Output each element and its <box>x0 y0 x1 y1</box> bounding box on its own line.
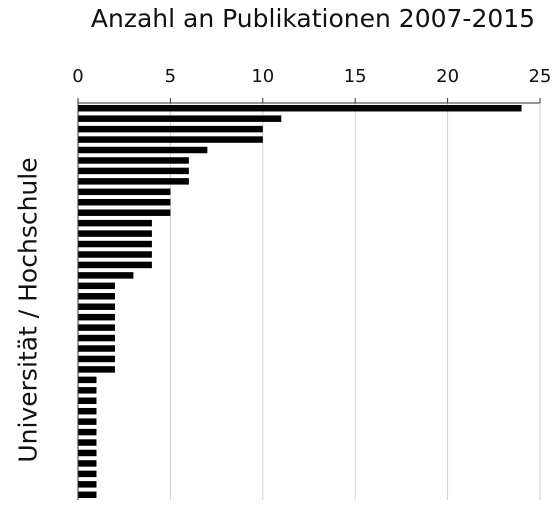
bar <box>78 209 171 216</box>
chart-title: Anzahl an Publikationen 2007-2015 <box>90 4 536 33</box>
bar <box>78 167 189 175</box>
bar <box>78 481 97 488</box>
bar <box>78 303 115 310</box>
bar <box>78 428 97 436</box>
bar <box>78 470 97 478</box>
bar <box>78 272 134 279</box>
bar <box>78 387 97 394</box>
x-tick-label: 15 <box>344 66 367 87</box>
bar <box>78 397 97 404</box>
bar <box>78 219 152 227</box>
bar <box>78 282 115 290</box>
bar <box>78 334 115 342</box>
bar <box>78 355 115 363</box>
bar <box>78 146 208 154</box>
bar <box>78 449 97 457</box>
bar <box>78 407 97 415</box>
x-tick-label: 10 <box>251 66 274 87</box>
x-tick-label: 25 <box>529 66 552 87</box>
bar <box>78 230 152 237</box>
bar <box>78 136 263 143</box>
bar <box>78 293 115 300</box>
x-axis-ticks: 0 5 10 15 20 25 <box>72 66 551 103</box>
bar <box>78 324 115 331</box>
bar <box>78 439 97 446</box>
bar <box>78 125 263 133</box>
grid-lines <box>169 103 541 500</box>
bar <box>78 199 171 206</box>
bar <box>78 376 97 384</box>
bar <box>78 418 97 425</box>
bar <box>78 261 152 269</box>
bar <box>78 251 152 258</box>
x-tick-label: 20 <box>436 66 459 87</box>
bar <box>78 366 115 373</box>
bars <box>78 104 522 499</box>
bar <box>78 104 522 112</box>
x-tick-label: 0 <box>72 66 83 87</box>
x-tick-label: 5 <box>165 66 176 87</box>
bar <box>78 178 189 185</box>
bar <box>78 240 152 248</box>
bar <box>78 188 171 196</box>
bar <box>78 491 97 499</box>
bar <box>78 313 115 321</box>
bar <box>78 157 189 164</box>
bar <box>78 115 282 122</box>
bar <box>78 460 97 467</box>
bar <box>78 345 115 352</box>
